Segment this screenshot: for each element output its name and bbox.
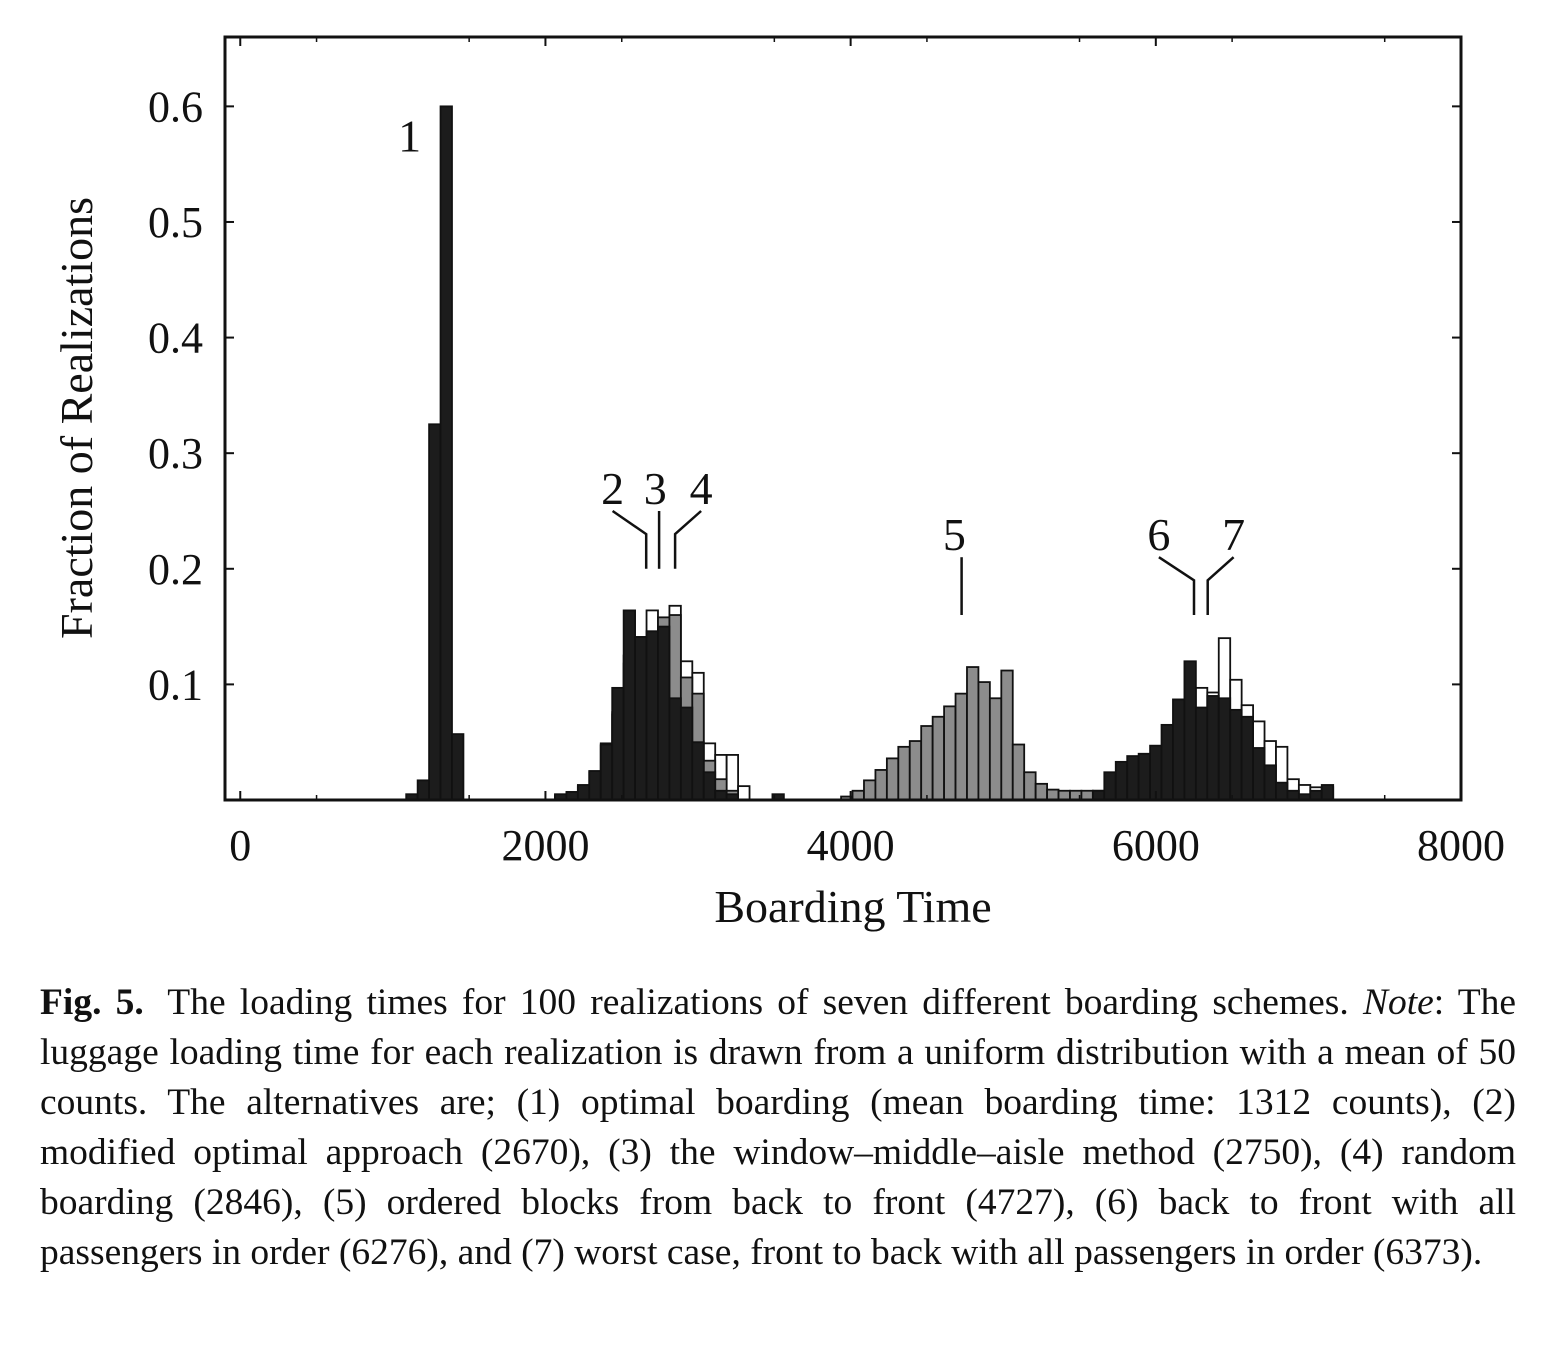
y-axis-title: Fraction of Realizations bbox=[51, 197, 102, 639]
annotation-label-6: 6 bbox=[1147, 509, 1170, 560]
bar-series-2-7 bbox=[634, 636, 648, 801]
bar-series-2-13 bbox=[702, 771, 717, 801]
bar-series-6-9 bbox=[1194, 706, 1209, 801]
bar-series-5-3 bbox=[874, 769, 888, 801]
bar-series-5-16 bbox=[1023, 771, 1037, 801]
annotation-label-3: 3 bbox=[644, 463, 667, 514]
bar-series-6-2 bbox=[1114, 760, 1129, 801]
bar-series-5-12 bbox=[977, 681, 991, 801]
bar-series-5-7 bbox=[920, 725, 934, 801]
figure-label: Fig. 5. bbox=[40, 982, 144, 1023]
ticks-layer: 0 2000 4000 6000 8000 0.1 0.2 0.3 0.4 0.5 0.6 bbox=[148, 37, 1505, 870]
x-tick-label: 0 bbox=[229, 821, 251, 870]
bar-series-2-6 bbox=[622, 609, 636, 801]
bar-series-2-8 bbox=[645, 630, 659, 801]
annotation-leader-line bbox=[611, 509, 648, 569]
figure-caption: Fig. 5. The loading times for 100 realiz… bbox=[40, 978, 1516, 1278]
bar-series-5-13 bbox=[988, 697, 1003, 801]
bar-series-5-4 bbox=[885, 757, 900, 801]
annotation-label-1: 1 bbox=[398, 110, 421, 161]
bar-series-2-11 bbox=[679, 706, 694, 801]
bar-series-6-4 bbox=[1137, 752, 1151, 801]
bar-series-5-2 bbox=[863, 779, 877, 801]
bar-series-2-12 bbox=[691, 741, 705, 801]
x-tick-label: 6000 bbox=[1112, 821, 1200, 870]
bar-series-6-6 bbox=[1160, 723, 1174, 801]
bar-series-5-15 bbox=[1011, 743, 1026, 801]
bar-series-5-11 bbox=[966, 666, 980, 801]
bar-series-4-16 bbox=[737, 785, 751, 801]
bar-series-6-1 bbox=[1103, 771, 1117, 801]
note-label: Note bbox=[1362, 982, 1434, 1023]
bar-series-6-13 bbox=[1240, 715, 1254, 801]
bar-series-6-10 bbox=[1206, 695, 1220, 801]
annotation-label-5: 5 bbox=[943, 509, 966, 560]
annotation-label-2: 2 bbox=[601, 463, 624, 514]
bar-series-5-10 bbox=[954, 692, 968, 801]
bar-series-5-5 bbox=[897, 745, 911, 801]
x-tick-label: 8000 bbox=[1417, 821, 1505, 870]
y-tick-label: 0.1 bbox=[148, 660, 203, 709]
bar-series-1-2 bbox=[428, 423, 442, 801]
bar-series-1-3 bbox=[439, 105, 453, 801]
annotation-leader-line bbox=[1206, 556, 1235, 615]
note-text: : The luggage loading time for each real… bbox=[40, 982, 1516, 1273]
bar-series-1-4 bbox=[451, 733, 465, 801]
bar-series-2-3 bbox=[588, 770, 602, 801]
bar-series-5-18 bbox=[1046, 788, 1060, 801]
bar-series-5-8 bbox=[931, 715, 945, 801]
bar-series-6-12 bbox=[1229, 708, 1243, 801]
bars-layer bbox=[405, 105, 1335, 801]
bar-series-6-8 bbox=[1183, 660, 1197, 801]
histogram-chart: 0 2000 4000 6000 8000 0.1 0.2 0.3 0.4 0.5 0.6 1 2 3 4… bbox=[51, 35, 1505, 932]
bar-series-6-20 bbox=[1320, 784, 1335, 801]
x-axis-title: Boarding Time bbox=[714, 881, 991, 932]
bar-series-5-9 bbox=[943, 705, 957, 801]
bar-series-6-3 bbox=[1126, 755, 1140, 801]
bar-series-6-16 bbox=[1275, 781, 1289, 801]
bar-series-2-10 bbox=[668, 697, 682, 801]
plot-frame bbox=[223, 35, 1463, 802]
annotation-label-4: 4 bbox=[690, 463, 713, 514]
y-tick-label: 0.6 bbox=[148, 82, 203, 131]
annotation-leader-line bbox=[1158, 556, 1196, 615]
bar-series-6-14 bbox=[1252, 747, 1266, 801]
y-tick-label: 0.2 bbox=[148, 545, 203, 594]
bar-series-2-9 bbox=[657, 625, 671, 801]
annotation-leader-line bbox=[673, 510, 702, 569]
bar-series-5-6 bbox=[908, 740, 923, 801]
bar-series-5-14 bbox=[1000, 669, 1014, 801]
x-tick-label: 2000 bbox=[501, 821, 589, 870]
bar-series-6-7 bbox=[1172, 698, 1186, 801]
annotation-label-7: 7 bbox=[1222, 509, 1245, 560]
bar-series-6-11 bbox=[1217, 697, 1232, 801]
x-tick-label: 4000 bbox=[807, 821, 895, 870]
y-tick-label: 0.3 bbox=[148, 429, 203, 478]
caption-title: The loading times for 100 realizations o… bbox=[167, 982, 1349, 1023]
bar-series-2-2 bbox=[576, 784, 591, 801]
y-tick-label: 0.5 bbox=[148, 198, 203, 247]
y-tick-label: 0.4 bbox=[148, 314, 203, 363]
bar-series-1-1 bbox=[416, 779, 430, 801]
bar-series-2-4 bbox=[599, 743, 614, 801]
bar-series-6-15 bbox=[1263, 764, 1277, 801]
bar-series-2-5 bbox=[611, 686, 625, 801]
bar-series-5-17 bbox=[1034, 782, 1048, 801]
annotation-layer: 1 2 3 4 5 6 7 bbox=[398, 110, 1245, 615]
